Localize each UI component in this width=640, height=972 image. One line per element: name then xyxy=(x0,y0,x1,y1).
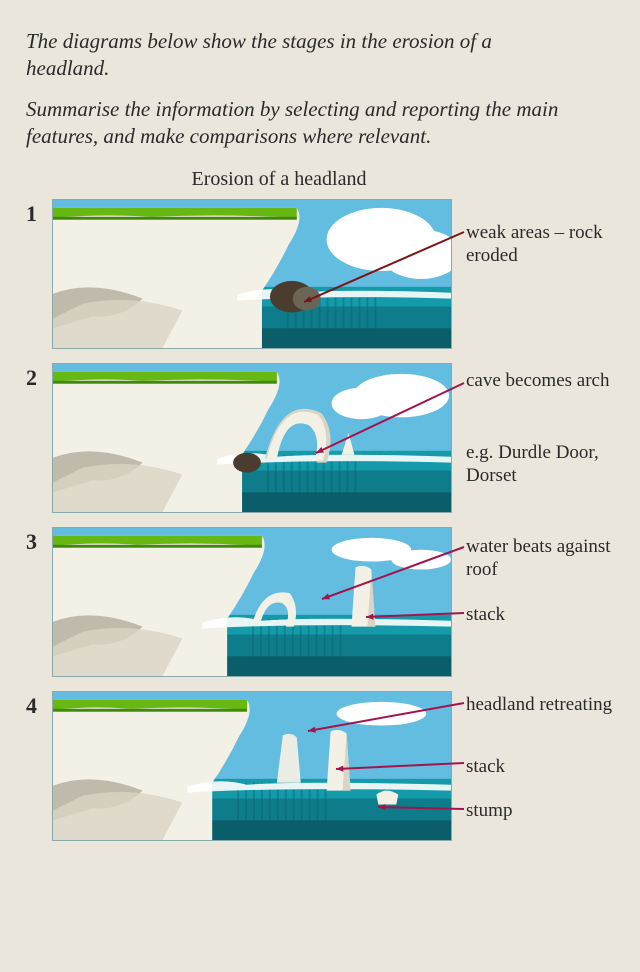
label: water beats against roof xyxy=(466,535,640,583)
intro-2: Summarise the information by selecting a… xyxy=(26,96,622,150)
scene-panel xyxy=(52,363,452,513)
label: e.g. Durdle Door, Dorset xyxy=(466,441,640,489)
label: stump xyxy=(466,799,512,823)
chart-title: Erosion of a headland xyxy=(0,168,622,191)
scene-panel xyxy=(52,199,452,349)
stage-2: 2cave becomes arche.g. Durdle Door, Dors… xyxy=(26,363,622,513)
stage-3: 3water beats against roofstack xyxy=(26,527,622,677)
stage-4: 4 headland retreating stack stump xyxy=(26,691,622,841)
scene-panel xyxy=(52,527,452,677)
label: stack xyxy=(466,755,505,779)
stages-container: 1weak areas – rock eroded 2 cave becomes a… xyxy=(26,199,622,841)
stage-number: 1 xyxy=(26,199,52,227)
scene-panel xyxy=(52,691,452,841)
label: cave becomes arch xyxy=(466,369,609,393)
stage-number: 2 xyxy=(26,363,52,391)
label: headland retreating xyxy=(466,693,612,717)
intro-1: The diagrams below show the stages in th… xyxy=(26,28,622,82)
label: stack xyxy=(466,603,505,627)
stage-number: 3 xyxy=(26,527,52,555)
stage-number: 4 xyxy=(26,691,52,719)
label: weak areas – rock eroded xyxy=(466,221,640,269)
stage-1: 1weak areas – rock eroded xyxy=(26,199,622,349)
